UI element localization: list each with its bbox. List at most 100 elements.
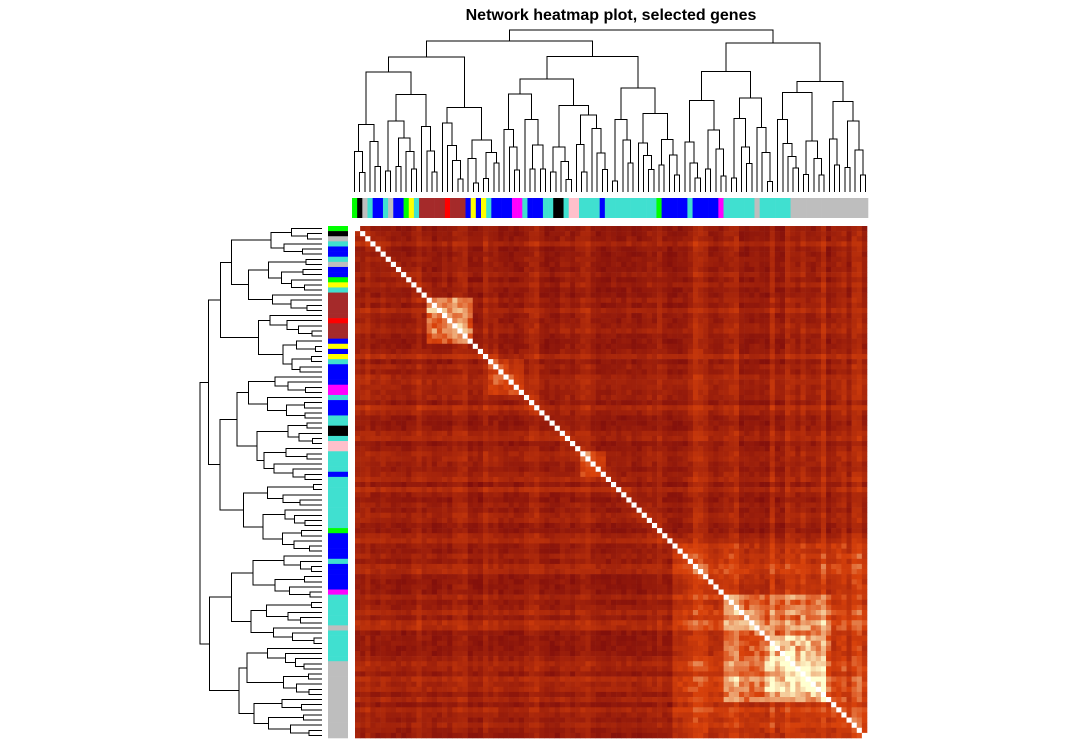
module-color-cell-top xyxy=(769,198,776,218)
heatmap-cell xyxy=(687,251,694,258)
heatmap-cell xyxy=(549,282,555,288)
heatmap-cell xyxy=(570,236,576,242)
heatmap-cell xyxy=(559,410,566,416)
module-color-cell-left xyxy=(328,302,348,309)
heatmap-cell xyxy=(641,282,648,288)
heatmap-cell xyxy=(554,374,561,380)
module-color-cell-top xyxy=(723,198,729,218)
heatmap-cell xyxy=(846,287,852,293)
heatmap-cell xyxy=(733,374,740,380)
heatmap-cell xyxy=(785,420,791,426)
module-color-cell-left xyxy=(328,307,348,314)
heatmap-cell xyxy=(718,456,724,462)
heatmap-cell xyxy=(810,405,817,411)
heatmap-cell xyxy=(795,410,801,416)
heatmap-cell xyxy=(544,231,550,237)
heatmap-cell xyxy=(452,256,458,263)
heatmap-cell xyxy=(744,394,750,401)
heatmap-cell xyxy=(820,246,827,252)
heatmap-cell xyxy=(436,343,443,350)
heatmap-cell xyxy=(744,272,750,278)
heatmap-cell xyxy=(508,307,515,314)
heatmap-cell xyxy=(523,297,530,304)
heatmap-cell xyxy=(488,292,494,298)
heatmap-cell xyxy=(365,282,371,288)
heatmap-cell xyxy=(488,374,494,380)
heatmap-cell xyxy=(401,425,407,432)
heatmap-matrix xyxy=(355,226,868,739)
heatmap-cell xyxy=(754,251,760,258)
heatmap-cell xyxy=(795,430,801,437)
heatmap-cell xyxy=(749,425,755,432)
heatmap-cell xyxy=(646,430,653,437)
heatmap-cell xyxy=(554,446,561,452)
heatmap-cell xyxy=(385,394,392,401)
heatmap-cell xyxy=(800,420,806,426)
heatmap-cell xyxy=(851,307,858,314)
dendrogram-branch-left xyxy=(303,663,322,670)
heatmap-cell xyxy=(529,338,535,345)
heatmap-cell xyxy=(667,435,673,442)
heatmap-cell xyxy=(559,384,566,391)
heatmap-cell xyxy=(831,456,837,462)
heatmap-cell xyxy=(431,435,438,442)
heatmap-cell xyxy=(744,435,750,442)
heatmap-cell xyxy=(677,246,683,252)
heatmap-cell xyxy=(416,307,422,314)
heatmap-cell xyxy=(564,313,571,319)
heatmap-cell xyxy=(483,236,489,242)
heatmap-cell xyxy=(677,256,683,263)
heatmap-cell xyxy=(360,441,366,447)
heatmap-cell xyxy=(698,354,704,360)
heatmap-cell xyxy=(360,435,366,442)
heatmap-cell xyxy=(523,359,530,365)
heatmap-cell xyxy=(472,313,479,319)
heatmap-cell xyxy=(815,384,822,391)
heatmap-cell xyxy=(498,451,504,457)
heatmap-cell xyxy=(431,410,438,416)
module-color-cell-top xyxy=(496,198,502,218)
heatmap-cell xyxy=(431,231,438,237)
heatmap-cell xyxy=(355,451,361,457)
heatmap-cell xyxy=(744,226,750,232)
heatmap-cell xyxy=(749,415,755,421)
heatmap-cell xyxy=(672,313,678,319)
heatmap-cell xyxy=(513,384,520,391)
heatmap-cell xyxy=(559,236,566,242)
heatmap-cell xyxy=(570,313,576,319)
heatmap-cell xyxy=(544,256,550,263)
heatmap-cell xyxy=(467,379,474,386)
heatmap-cell xyxy=(585,435,591,442)
heatmap-cell xyxy=(611,272,617,278)
heatmap-cell xyxy=(805,318,811,324)
heatmap-cell xyxy=(442,364,448,370)
heatmap-cell xyxy=(616,384,622,391)
heatmap-cell xyxy=(759,261,765,268)
heatmap-cell xyxy=(513,231,520,237)
heatmap-cell xyxy=(626,231,632,237)
module-color-cell-left xyxy=(328,492,348,498)
heatmap-cell xyxy=(611,348,617,355)
heatmap-cell xyxy=(611,446,617,452)
module-color-cell-top xyxy=(821,198,828,218)
heatmap-cell xyxy=(375,307,381,314)
heatmap-cell xyxy=(682,313,689,319)
heatmap-cell xyxy=(641,441,648,447)
heatmap-cell xyxy=(472,456,479,462)
dendrogram-branch-left xyxy=(291,632,322,642)
heatmap-cell xyxy=(411,302,417,309)
top-dendrogram xyxy=(354,29,866,192)
heatmap-cell xyxy=(744,338,750,345)
heatmap-cell xyxy=(549,338,555,345)
heatmap-cell xyxy=(692,348,699,355)
heatmap-cell xyxy=(646,307,653,314)
heatmap-cell xyxy=(646,282,653,288)
heatmap-cell xyxy=(677,379,683,386)
heatmap-cell xyxy=(355,226,361,232)
heatmap-cell xyxy=(631,318,637,324)
heatmap-cell xyxy=(462,415,468,421)
heatmap-cell xyxy=(590,338,596,345)
heatmap-cell xyxy=(401,364,407,370)
module-color-cell-top xyxy=(677,198,683,218)
heatmap-cell xyxy=(554,338,561,345)
